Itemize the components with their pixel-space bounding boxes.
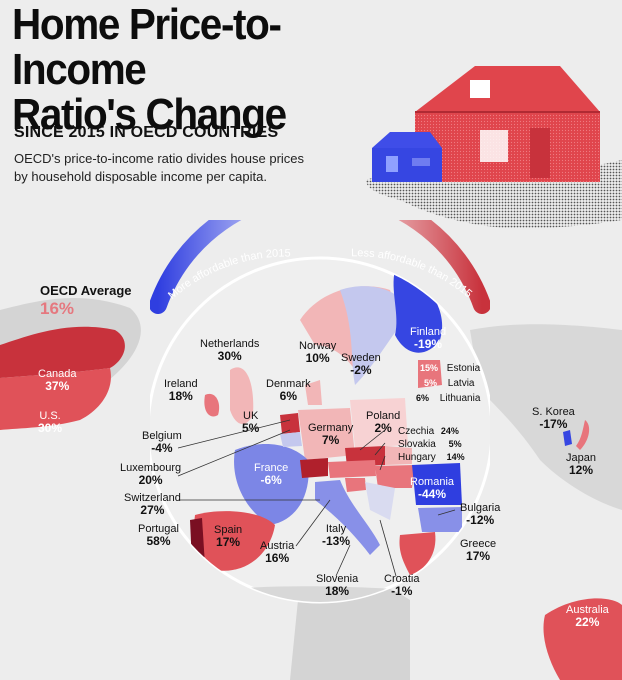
region-belgium [280,432,302,447]
region-canada [0,326,125,378]
region-spain [194,511,275,571]
region-denmark [305,380,322,405]
label-croatia: Croatia -1% [384,573,420,598]
region-hungary [375,465,415,488]
house-hand-illustration [365,66,622,229]
region-bulgaria [418,507,462,532]
label-finland: Finland -19% [410,326,447,351]
label-romania: Romania -44% [410,476,455,501]
label-portugal: Portugal 58% [138,523,179,548]
label-france: France -6% [254,462,289,487]
title-line-1: Home Price-to-Income [12,0,282,94]
region-south-korea [563,430,572,446]
region-greece [399,532,436,575]
label-us: U.S. 30% [38,410,63,435]
label-austria: Austria 16% [260,540,295,565]
label-italy: Italy -13% [322,523,351,548]
region-sweden [340,286,410,385]
label-latvia: 5% Latvia [424,378,475,389]
scale-right-label: Less affordable than 2015 [351,247,474,300]
title-line-2: Ratio's Change [12,90,287,139]
label-australia: Australia 22% [566,604,609,629]
label-czechia: Czechia 24% [398,426,459,437]
label-bulgaria: Bulgaria -12% [460,502,501,527]
label-switzerland: Switzerland 27% [124,492,181,517]
label-japan: Japan 12% [566,452,596,477]
subtitle: SINCE 2015 IN OECD COUNTRIES [14,124,279,141]
label-canada: Canada 37% [38,368,77,393]
red-house-icon [415,66,600,182]
land-asia [470,324,622,510]
region-netherlands [280,413,300,434]
label-estonia: 15% Estonia [420,363,481,374]
region-italy [315,480,380,555]
europe-globe [150,220,490,604]
oecd-average-value: 16% [40,299,75,318]
region-baltics [418,360,442,388]
label-slovenia: Slovenia 18% [316,573,359,598]
region-ireland [204,393,220,417]
region-uk [230,367,254,425]
page-title: Home Price-to-Income Ratio's Change [12,2,398,137]
label-greece: Greece 17% [460,538,497,563]
label-ireland: Ireland 18% [164,378,198,403]
label-luxembourg: Luxembourg 20% [120,462,182,487]
world-map [0,298,622,680]
label-poland: Poland 2% [366,410,401,435]
region-croatia [365,482,395,520]
blue-house-icon [372,132,442,182]
label-belgium: Belgium -4% [142,430,182,455]
region-slovenia [345,478,366,492]
region-australia [543,598,622,680]
label-sweden: Sweden -2% [341,352,381,377]
affordability-scale-bar [150,220,490,314]
region-austria [328,460,376,478]
label-netherlands: Netherlands 30% [200,338,260,363]
scale-labels: More affordable than 2015 Less affordabl… [166,247,474,302]
label-norway: Norway 10% [299,340,337,365]
label-lithuania: 6% Lithuania [416,393,481,404]
description: OECD's price-to-income ratio divides hou… [14,151,305,184]
region-us [0,368,111,430]
region-switzerland [300,458,328,478]
label-hungary: Hungary 14% [398,452,465,463]
label-spain: Spain 17% [214,524,243,549]
label-germany: Germany 7% [308,422,354,447]
label-slovakia: Slovakia 5% [398,439,462,450]
scale-left-label: More affordable than 2015 [166,248,291,302]
region-romania [412,463,462,505]
region-slovakia [385,446,412,465]
label-south-korea: S. Korea -17% [532,406,575,431]
region-germany [298,408,355,460]
label-uk: UK 5% [242,410,260,435]
region-finland [393,270,443,353]
label-denmark: Denmark 6% [266,378,311,403]
region-japan [576,420,590,450]
oecd-average-label: OECD Average [40,283,132,298]
